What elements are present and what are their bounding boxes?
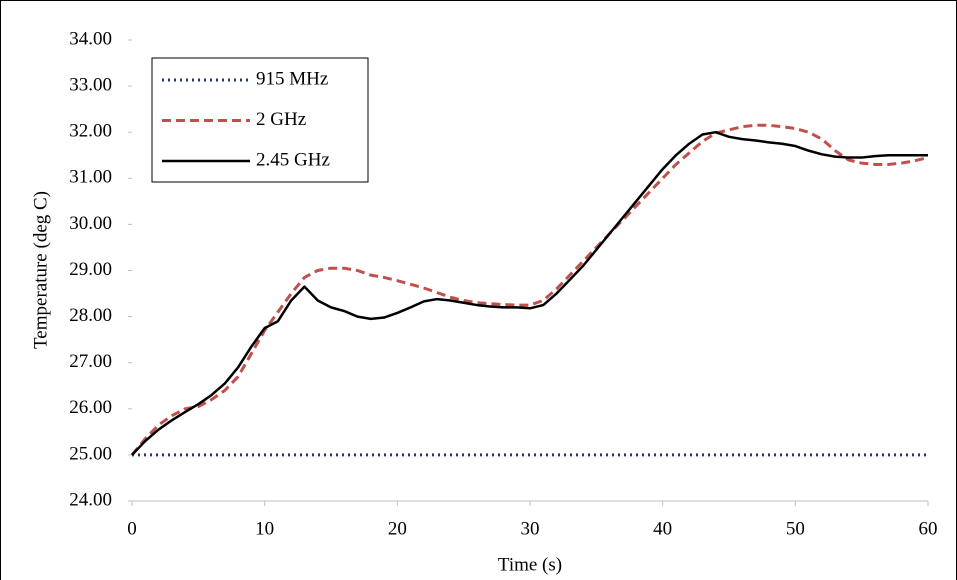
x-tick-label: 30	[521, 518, 540, 539]
x-axis-title: Time (s)	[498, 554, 562, 575]
y-tick-label: 32.00	[69, 121, 112, 142]
y-tick-label: 29.00	[69, 259, 112, 280]
series-line	[131, 130, 928, 456]
y-tick-label: 30.00	[69, 213, 112, 234]
x-tick-label: 0	[127, 518, 137, 539]
y-tick-label: 31.00	[69, 167, 112, 188]
x-tick-label: 10	[255, 518, 274, 539]
y-tick-label: 25.00	[69, 443, 112, 464]
y-tick-label: 33.00	[69, 74, 112, 95]
y-tick-label: 26.00	[69, 397, 112, 418]
y-tick-label: 27.00	[69, 351, 112, 372]
y-tick-label: 28.00	[69, 305, 112, 326]
legend-label: 2.45 GHz	[256, 149, 330, 170]
y-tick-label: 24.00	[69, 489, 112, 510]
x-tick-label: 40	[653, 518, 672, 539]
x-tick-label: 50	[786, 518, 805, 539]
x-tick-label: 60	[919, 518, 938, 539]
legend-label: 2 GHz	[256, 109, 306, 130]
y-tick-label: 34.00	[69, 28, 112, 49]
series-line	[130, 123, 929, 456]
legend-label: 915 MHz	[256, 68, 328, 89]
y-axis-title: Temperature (deg C)	[30, 191, 51, 349]
x-tick-label: 20	[388, 518, 407, 539]
